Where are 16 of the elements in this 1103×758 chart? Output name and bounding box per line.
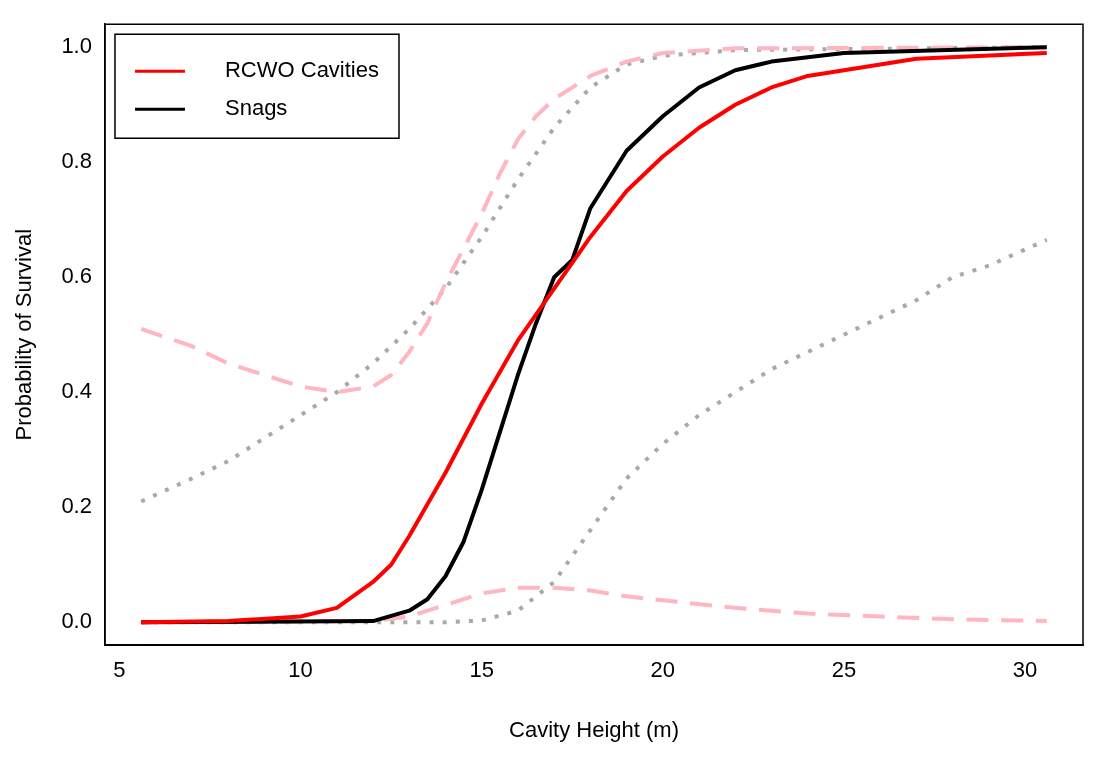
- x-tick-label: 30: [1012, 657, 1038, 683]
- y-tick-label: 0.8: [61, 148, 92, 174]
- y-tick-label: 0.0: [61, 608, 92, 634]
- y-tick-label: 1.0: [61, 33, 92, 59]
- x-axis-title: Cavity Height (m): [509, 716, 679, 742]
- x-tick-label: 20: [650, 657, 676, 683]
- legend-label: RCWO Cavities: [224, 57, 379, 83]
- y-tick-label: 0.4: [61, 378, 92, 404]
- y-tick-label: 0.2: [61, 493, 92, 519]
- y-axis-title: Probability of Survival: [11, 228, 37, 441]
- x-tick-label: 5: [113, 657, 126, 683]
- y-tick-label: 0.6: [61, 263, 92, 289]
- x-tick-label: 15: [469, 657, 494, 683]
- x-tick-label: 25: [831, 657, 857, 683]
- x-tick-label: 10: [288, 657, 313, 683]
- legend-label: Snags: [224, 95, 288, 121]
